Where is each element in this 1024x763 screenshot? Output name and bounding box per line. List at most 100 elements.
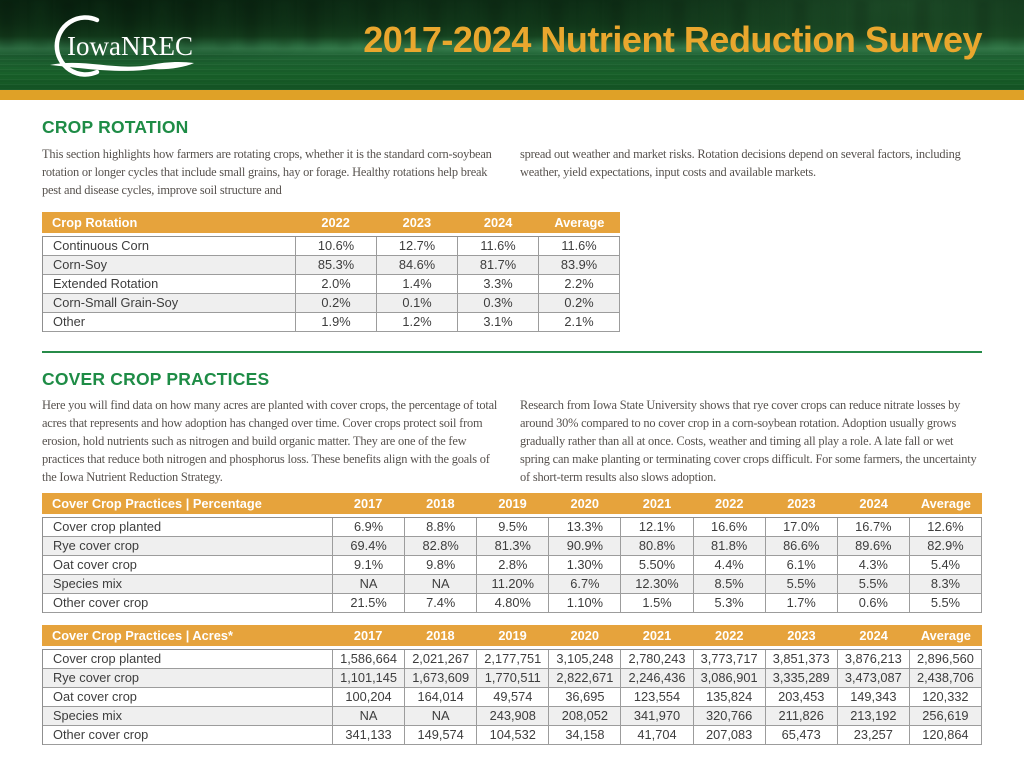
- table-header-row: Cover Crop Practices | Percentage 2017 201…: [42, 493, 982, 514]
- value-cell: 85.3%: [296, 256, 377, 275]
- value-cell: 65,473: [765, 726, 838, 745]
- row-label: Corn-Soy: [43, 256, 296, 275]
- year-column-header: Average: [920, 495, 971, 511]
- value-cell: 82.9%: [909, 537, 982, 556]
- year-column-header: 2022: [321, 214, 350, 230]
- table-title-header: Crop Rotation: [52, 214, 138, 230]
- value-cell: 8.8%: [405, 518, 478, 537]
- cover-crop-heading: COVER CROP PRACTICES: [42, 369, 270, 389]
- year-column-header: 2024: [859, 495, 888, 511]
- value-cell: 3,105,248: [549, 650, 622, 669]
- row-label: Extended Rotation: [43, 275, 296, 294]
- value-cell: 2.2%: [539, 275, 620, 294]
- row-label: Cover crop planted: [43, 650, 333, 669]
- value-cell: 4.4%: [693, 556, 766, 575]
- value-cell: 2.8%: [477, 556, 550, 575]
- row-label: Other cover crop: [43, 594, 333, 613]
- value-cell: 3,473,087: [837, 669, 910, 688]
- value-cell: 104,532: [477, 726, 550, 745]
- value-cell: 6.7%: [549, 575, 622, 594]
- value-cell: 12.7%: [377, 237, 458, 256]
- value-cell: 36,695: [549, 688, 622, 707]
- value-cell: 41,704: [621, 726, 694, 745]
- cover-crop-percentage-table: Cover Crop Practices | Percentage 2017 201…: [42, 493, 982, 613]
- row-label: Corn-Small Grain-Soy: [43, 294, 296, 313]
- value-cell: 123,554: [621, 688, 694, 707]
- table-body: Cover crop planted 1,586,664 2,021,267 2,17…: [42, 649, 982, 745]
- logo-text: IowaNREC: [67, 31, 193, 61]
- value-cell: 89.6%: [837, 537, 910, 556]
- value-cell: 3.3%: [458, 275, 539, 294]
- value-cell: 16.7%: [837, 518, 910, 537]
- value-cell: 9.8%: [405, 556, 478, 575]
- value-cell: 341,133: [333, 726, 406, 745]
- crop-rotation-section: CROP ROTATION This section highlights ho…: [42, 117, 982, 332]
- value-cell: 2.0%: [296, 275, 377, 294]
- logo-crescent-icon: [54, 15, 100, 77]
- value-cell: 12.30%: [621, 575, 694, 594]
- table-title-header: Cover Crop Practices | Percentage: [52, 495, 262, 511]
- value-cell: 5.5%: [765, 575, 838, 594]
- value-cell: 11.6%: [458, 237, 539, 256]
- value-cell: 1.10%: [549, 594, 622, 613]
- value-cell: 5.50%: [621, 556, 694, 575]
- value-cell: 120,332: [909, 688, 982, 707]
- value-cell: 6.1%: [765, 556, 838, 575]
- value-cell: 149,343: [837, 688, 910, 707]
- row-label: Other: [43, 313, 296, 332]
- header-banner: IowaNREC 2017-2024 Nutrient Reduction Su…: [0, 0, 1024, 90]
- value-cell: 10.6%: [296, 237, 377, 256]
- value-cell: 3.1%: [458, 313, 539, 332]
- value-cell: 5.5%: [837, 575, 910, 594]
- value-cell: 1,101,145: [333, 669, 406, 688]
- row-label: Oat cover crop: [43, 556, 333, 575]
- row-label: Rye cover crop: [43, 537, 333, 556]
- year-column-header: 2024: [859, 627, 888, 643]
- value-cell: 320,766: [693, 707, 766, 726]
- value-cell: 1.7%: [765, 594, 838, 613]
- value-cell: 120,864: [909, 726, 982, 745]
- year-column-header: 2018: [426, 627, 455, 643]
- year-column-header: 2019: [498, 627, 527, 643]
- value-cell: 11.20%: [477, 575, 550, 594]
- value-cell: 1,586,664: [333, 650, 406, 669]
- value-cell: 0.6%: [837, 594, 910, 613]
- accent-bar: [0, 90, 1024, 100]
- value-cell: 49,574: [477, 688, 550, 707]
- value-cell: 341,970: [621, 707, 694, 726]
- value-cell: 12.6%: [909, 518, 982, 537]
- table-header-row: Cover Crop Practices | Acres* 2017 2018 201…: [42, 625, 982, 646]
- cover-crop-intro-right: Research from Iowa State University show…: [520, 398, 977, 484]
- value-cell: 211,826: [765, 707, 838, 726]
- banner-water-texture: [0, 54, 1024, 90]
- value-cell: NA: [405, 575, 478, 594]
- value-cell: 9.5%: [477, 518, 550, 537]
- value-cell: 164,014: [405, 688, 478, 707]
- value-cell: NA: [333, 575, 406, 594]
- page-title: 2017-2024 Nutrient Reduction Survey: [363, 19, 982, 60]
- year-column-header: 2024: [483, 214, 513, 230]
- value-cell: 9.1%: [333, 556, 406, 575]
- year-column-header: 2023: [787, 495, 816, 511]
- value-cell: 2,246,436: [621, 669, 694, 688]
- value-cell: 80.8%: [621, 537, 694, 556]
- table-body: Continuous Corn 10.6% 12.7% 11.6% 11.6% Corn-…: [42, 236, 620, 332]
- crop-rotation-intro-right: spread out weather and market risks. Rot…: [520, 147, 961, 179]
- value-cell: 2,896,560: [909, 650, 982, 669]
- crop-rotation-heading: CROP ROTATION: [42, 117, 189, 137]
- row-label: Continuous Corn: [43, 237, 296, 256]
- value-cell: 17.0%: [765, 518, 838, 537]
- row-label: Other cover crop: [43, 726, 333, 745]
- year-column-header: 2021: [642, 627, 672, 643]
- section-divider: [42, 351, 982, 353]
- value-cell: 203,453: [765, 688, 838, 707]
- value-cell: 1.9%: [296, 313, 377, 332]
- year-column-header: 2020: [570, 627, 599, 643]
- crop-rotation-intro: This section highlights how farmers are …: [42, 145, 982, 199]
- value-cell: 1.30%: [549, 556, 622, 575]
- value-cell: NA: [333, 707, 406, 726]
- value-cell: 5.5%: [909, 594, 982, 613]
- value-cell: 83.9%: [539, 256, 620, 275]
- year-column-header: 2017: [353, 627, 383, 643]
- value-cell: 12.1%: [621, 518, 694, 537]
